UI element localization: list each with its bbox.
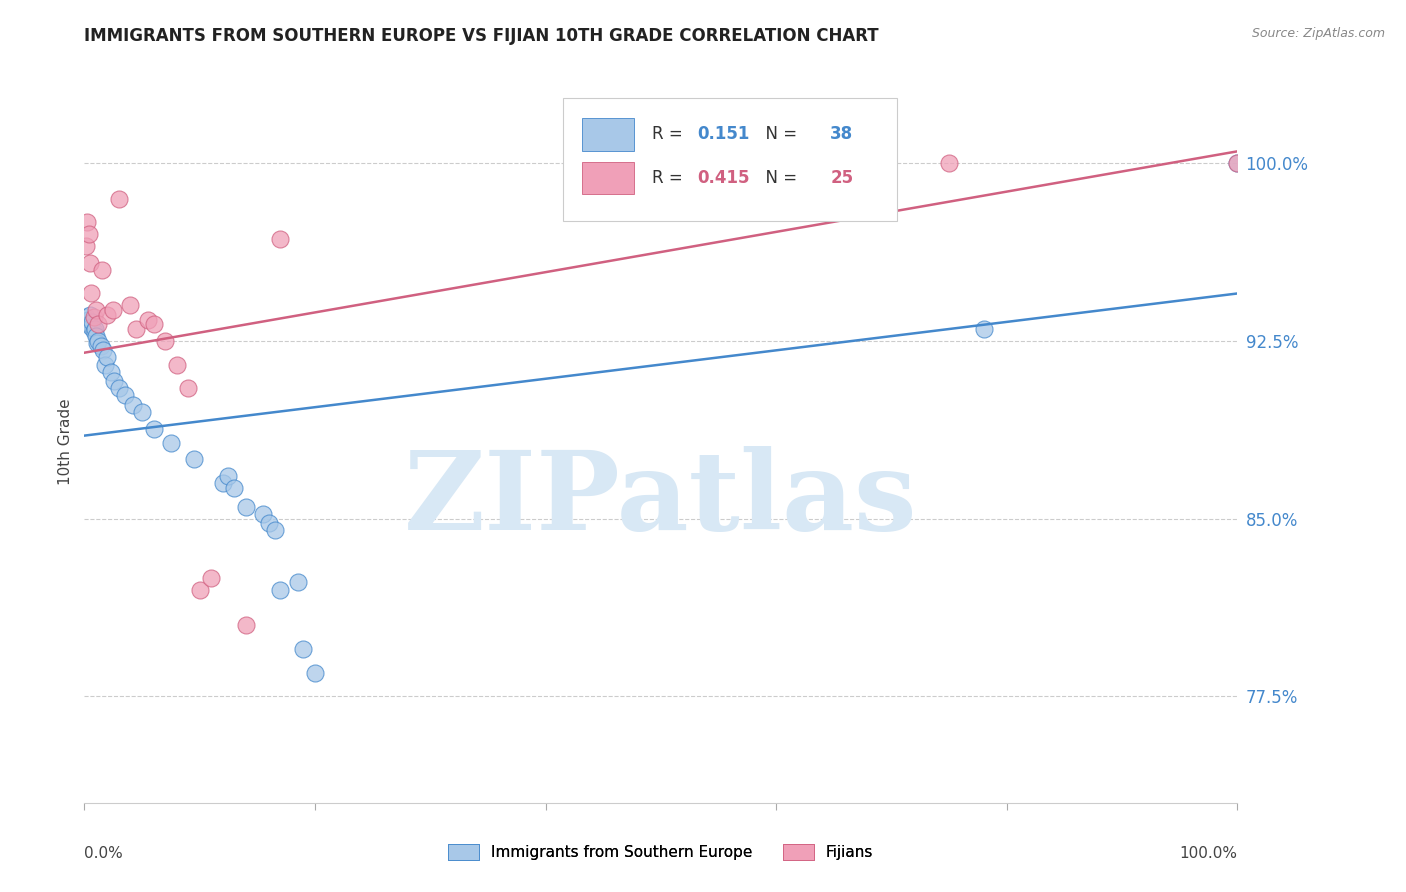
Point xyxy=(77,318,100,332)
Point xyxy=(76,315,98,329)
Text: 38: 38 xyxy=(831,126,853,144)
Point xyxy=(83,310,105,325)
Point xyxy=(83,322,105,336)
Text: IMMIGRANTS FROM SOUTHERN EUROPE VS FIJIAN 10TH GRADE CORRELATION CHART: IMMIGRANTS FROM SOUTHERN EUROPE VS FIJIA… xyxy=(84,27,879,45)
Point xyxy=(77,227,100,242)
Text: N =: N = xyxy=(755,169,803,186)
Text: 0.415: 0.415 xyxy=(697,169,751,186)
Point xyxy=(94,358,117,372)
Point xyxy=(252,507,274,521)
Point xyxy=(96,351,118,365)
Point xyxy=(87,334,110,348)
Point xyxy=(287,575,309,590)
Text: 25: 25 xyxy=(831,169,853,186)
Point xyxy=(103,303,124,318)
Point xyxy=(121,398,143,412)
Point xyxy=(166,358,188,372)
Point xyxy=(91,343,114,358)
FancyBboxPatch shape xyxy=(562,98,897,221)
Point xyxy=(75,310,97,325)
Text: 0.151: 0.151 xyxy=(697,126,749,144)
Point xyxy=(96,308,118,322)
Point xyxy=(89,338,111,352)
Point xyxy=(938,156,960,170)
Point xyxy=(108,192,131,206)
Point xyxy=(108,381,131,395)
Point xyxy=(188,582,211,597)
Point xyxy=(269,582,291,597)
Point xyxy=(1226,156,1249,170)
Point xyxy=(257,516,280,531)
Point xyxy=(84,303,107,318)
Text: R =: R = xyxy=(651,126,688,144)
Text: 100.0%: 100.0% xyxy=(1180,847,1237,861)
Point xyxy=(142,318,165,332)
Text: N =: N = xyxy=(755,126,803,144)
Point xyxy=(136,312,159,326)
FancyBboxPatch shape xyxy=(582,161,634,194)
Point xyxy=(183,452,205,467)
Point xyxy=(973,322,995,336)
Point xyxy=(79,308,101,322)
Point xyxy=(120,298,142,312)
Point xyxy=(224,481,246,495)
Point xyxy=(125,322,148,336)
Point xyxy=(131,405,153,419)
Point xyxy=(103,374,125,388)
Point xyxy=(200,571,222,585)
Point xyxy=(75,239,97,253)
Point xyxy=(84,329,107,343)
Point xyxy=(79,255,101,269)
Point xyxy=(80,286,103,301)
Point xyxy=(80,319,103,334)
Point xyxy=(211,475,233,490)
Point xyxy=(218,469,240,483)
Legend: Immigrants from Southern Europe, Fijians: Immigrants from Southern Europe, Fijians xyxy=(449,844,873,860)
Point xyxy=(160,435,183,450)
Point xyxy=(177,381,200,395)
Point xyxy=(83,325,105,339)
Point xyxy=(76,215,98,229)
Point xyxy=(87,318,110,332)
Point xyxy=(269,232,291,246)
Point xyxy=(86,336,108,351)
Text: ZIPatlas: ZIPatlas xyxy=(404,446,918,553)
Point xyxy=(263,524,285,538)
Point xyxy=(235,500,257,514)
Point xyxy=(90,262,112,277)
Point xyxy=(153,334,176,348)
Text: Source: ZipAtlas.com: Source: ZipAtlas.com xyxy=(1251,27,1385,40)
Point xyxy=(100,365,122,379)
Point xyxy=(82,315,104,329)
Point xyxy=(76,312,98,326)
Point xyxy=(142,421,165,435)
Point xyxy=(114,388,136,402)
Point xyxy=(235,618,257,632)
Point xyxy=(292,641,315,656)
FancyBboxPatch shape xyxy=(582,119,634,151)
Y-axis label: 10th Grade: 10th Grade xyxy=(58,398,73,485)
Text: 0.0%: 0.0% xyxy=(84,847,124,861)
Point xyxy=(304,665,326,680)
Point xyxy=(1226,156,1249,170)
Text: R =: R = xyxy=(651,169,688,186)
